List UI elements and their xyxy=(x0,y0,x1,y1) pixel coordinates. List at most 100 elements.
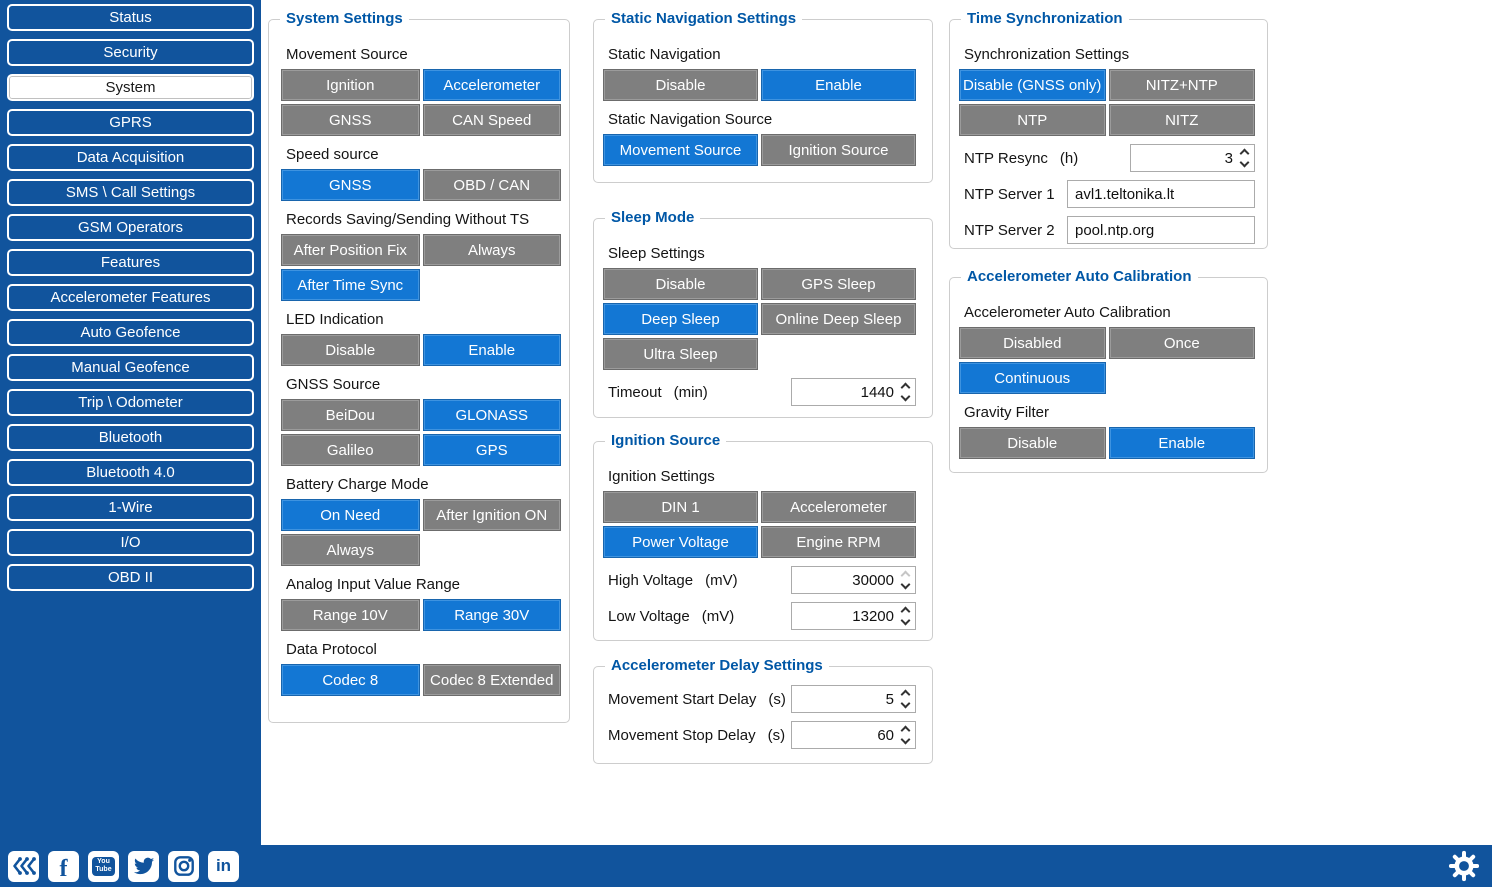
timesync-nitz-ntp-button[interactable]: NITZ+NTP xyxy=(1108,69,1255,101)
staticnav-disable-button[interactable]: Disable xyxy=(603,69,758,101)
sidebar-item-accelerometer-features[interactable]: Accelerometer Features xyxy=(7,284,254,311)
youtube-icon[interactable]: You Tube xyxy=(88,850,119,882)
decrement-icon[interactable] xyxy=(900,698,910,709)
spinner-arrows[interactable] xyxy=(897,379,915,405)
sidebar-item-io[interactable]: I/O xyxy=(7,529,254,556)
gnss-galileo-button[interactable]: Galileo xyxy=(281,434,420,466)
staticnav-enable-button[interactable]: Enable xyxy=(761,69,916,101)
spinner-arrows[interactable] xyxy=(1236,145,1254,171)
sleep-ultra-sleep-button[interactable]: Ultra Sleep xyxy=(603,338,758,370)
led-indication-label: LED Indication xyxy=(286,311,384,328)
spinner-arrows[interactable] xyxy=(897,603,915,629)
sidebar-item-data-acquisition[interactable]: Data Acquisition xyxy=(7,144,254,171)
movement-start-delay-input[interactable] xyxy=(792,690,897,708)
records-saving-label: Records Saving/Sending Without TS xyxy=(286,211,530,228)
timeout-stepper[interactable] xyxy=(791,378,916,406)
movement-accelerometer-button[interactable]: Accelerometer xyxy=(422,69,561,101)
staticnav-ignition-source-button[interactable]: Ignition Source xyxy=(761,134,916,166)
decrement-icon[interactable] xyxy=(900,615,910,626)
led-disable-button[interactable]: Disable xyxy=(281,334,420,366)
teltonika-logo-icon[interactable] xyxy=(8,850,39,882)
gravity-disable-button[interactable]: Disable xyxy=(959,427,1106,459)
movement-start-delay-stepper[interactable] xyxy=(791,685,916,713)
sidebar-item-status[interactable]: Status xyxy=(7,4,254,31)
ignition-engine-rpm-button[interactable]: Engine RPM xyxy=(761,526,916,558)
sidebar-item-trip-odometer[interactable]: Trip \ Odometer xyxy=(7,389,254,416)
high-voltage-input[interactable] xyxy=(792,571,897,589)
led-enable-button[interactable]: Enable xyxy=(422,334,561,366)
low-voltage-input[interactable] xyxy=(792,607,897,625)
timesync-disable-gnss-only-button[interactable]: Disable (GNSS only) xyxy=(959,69,1106,101)
ntp-resync-stepper[interactable] xyxy=(1130,144,1255,172)
movement-stop-delay-input[interactable] xyxy=(792,726,897,744)
sidebar-item-security[interactable]: Security xyxy=(7,39,254,66)
decrement-icon[interactable] xyxy=(1239,157,1249,168)
timesync-nitz-button[interactable]: NITZ xyxy=(1108,104,1255,136)
protocol-codec8-extended-button[interactable]: Codec 8 Extended xyxy=(422,664,561,696)
autocal-disabled-button[interactable]: Disabled xyxy=(959,327,1106,359)
gravity-enable-button[interactable]: Enable xyxy=(1108,427,1255,459)
staticnav-movement-source-button[interactable]: Movement Source xyxy=(603,134,758,166)
speed-gnss-button[interactable]: GNSS xyxy=(281,169,420,201)
sidebar-item-bluetooth[interactable]: Bluetooth xyxy=(7,424,254,451)
analog-range-10v-button[interactable]: Range 10V xyxy=(281,599,420,631)
sleep-gps-sleep-button[interactable]: GPS Sleep xyxy=(761,268,916,300)
linkedin-icon[interactable]: in xyxy=(208,850,239,882)
instagram-icon[interactable] xyxy=(168,850,199,882)
sidebar-item-gprs[interactable]: GPRS xyxy=(7,109,254,136)
sidebar-item-system[interactable]: System xyxy=(7,74,254,101)
sidebar-item-manual-geofence[interactable]: Manual Geofence xyxy=(7,354,254,381)
led-indication-toggle: Disable Enable xyxy=(281,334,561,366)
records-saving-toggle: After Position Fix Always After Time Syn… xyxy=(281,234,561,301)
twitter-icon[interactable] xyxy=(128,850,159,882)
sleep-online-deep-sleep-button[interactable]: Online Deep Sleep xyxy=(761,303,916,335)
spinner-arrows[interactable] xyxy=(897,686,915,712)
battery-after-ignition-on-button[interactable]: After Ignition ON xyxy=(422,499,561,531)
autocal-continuous-button[interactable]: Continuous xyxy=(959,362,1106,394)
ignition-accelerometer-button[interactable]: Accelerometer xyxy=(761,491,916,523)
gnss-beidou-button[interactable]: BeiDou xyxy=(281,399,420,431)
sidebar-item-sms-call-settings[interactable]: SMS \ Call Settings xyxy=(7,179,254,206)
ntp-server2-input[interactable] xyxy=(1067,216,1255,244)
low-voltage-stepper[interactable] xyxy=(791,602,916,630)
ignition-din1-button[interactable]: DIN 1 xyxy=(603,491,758,523)
battery-always-button[interactable]: Always xyxy=(281,534,420,566)
movement-can-speed-button[interactable]: CAN Speed xyxy=(422,104,561,136)
decrement-icon[interactable] xyxy=(900,579,910,590)
movement-gnss-button[interactable]: GNSS xyxy=(281,104,420,136)
sleep-deep-sleep-button[interactable]: Deep Sleep xyxy=(603,303,758,335)
ntp-server1-input[interactable] xyxy=(1067,180,1255,208)
sidebar-item-1-wire[interactable]: 1-Wire xyxy=(7,494,254,521)
sidebar-item-gsm-operators[interactable]: GSM Operators xyxy=(7,214,254,241)
protocol-codec8-button[interactable]: Codec 8 xyxy=(281,664,420,696)
sidebar-item-features[interactable]: Features xyxy=(7,249,254,276)
records-after-time-sync-button[interactable]: After Time Sync xyxy=(281,269,420,301)
spinner-arrows[interactable] xyxy=(897,567,915,593)
social-links: f You Tube in xyxy=(8,850,239,882)
decrement-icon[interactable] xyxy=(900,391,910,402)
settings-gear-icon[interactable] xyxy=(1448,850,1480,882)
timeout-input[interactable] xyxy=(792,383,897,401)
spinner-arrows[interactable] xyxy=(897,722,915,748)
records-always-button[interactable]: Always xyxy=(422,234,561,266)
movement-stop-delay-stepper[interactable] xyxy=(791,721,916,749)
analog-range-30v-button[interactable]: Range 30V xyxy=(422,599,561,631)
decrement-icon[interactable] xyxy=(900,734,910,745)
timesync-ntp-button[interactable]: NTP xyxy=(959,104,1106,136)
records-after-position-fix-button[interactable]: After Position Fix xyxy=(281,234,420,266)
ignition-power-voltage-button[interactable]: Power Voltage xyxy=(603,526,758,558)
battery-on-need-button[interactable]: On Need xyxy=(281,499,420,531)
sleep-disable-button[interactable]: Disable xyxy=(603,268,758,300)
high-voltage-stepper[interactable] xyxy=(791,566,916,594)
ntp-resync-input[interactable] xyxy=(1131,149,1236,167)
sidebar-item-auto-geofence[interactable]: Auto Geofence xyxy=(7,319,254,346)
sidebar-item-bluetooth-40[interactable]: Bluetooth 4.0 xyxy=(7,459,254,486)
movement-ignition-button[interactable]: Ignition xyxy=(281,69,420,101)
facebook-icon[interactable]: f xyxy=(48,850,79,882)
speed-obd-can-button[interactable]: OBD / CAN xyxy=(422,169,561,201)
static-navigation-source-label: Static Navigation Source xyxy=(608,111,773,128)
gnss-gps-button[interactable]: GPS xyxy=(422,434,561,466)
autocal-once-button[interactable]: Once xyxy=(1108,327,1255,359)
sidebar-item-obd-ii[interactable]: OBD II xyxy=(7,564,254,591)
gnss-glonass-button[interactable]: GLONASS xyxy=(422,399,561,431)
